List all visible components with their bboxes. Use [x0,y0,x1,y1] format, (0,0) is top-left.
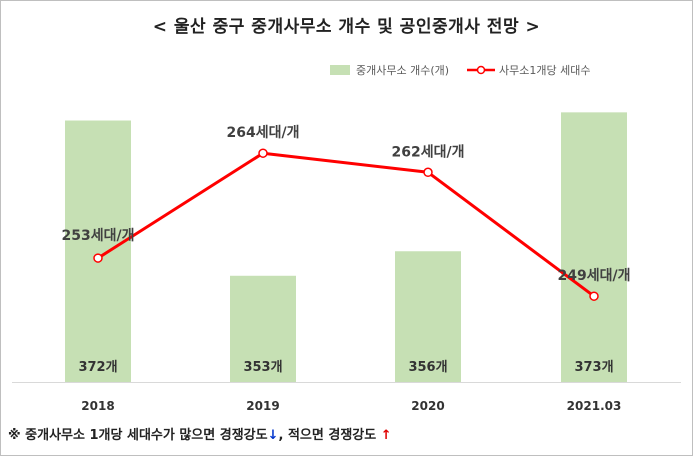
legend-item-bar: 중개사무소 개수(개) [330,62,449,78]
legend-bar-label: 중개사무소 개수(개) [356,64,450,77]
line-label-2020: 262세대/개 [392,144,465,160]
bar-label-2021.03: 373개 [574,360,613,375]
footnote: ※ 중개사무소 1개당 세대수가 많으면 경쟁강도↓, 적으면 경쟁강도 ↑ [8,424,392,443]
bar-2018 [65,120,131,382]
x-tick-label-2021.03: 2021.03 [567,399,622,413]
line-series [97,151,595,298]
legend-line-swatch [467,65,496,75]
legend-bar-swatch [330,65,350,75]
line-point-2018 [93,253,103,263]
bar-label-2019: 353개 [243,360,282,375]
line-point-2019 [258,148,268,158]
x-tick-label-2019: 2019 [246,399,279,413]
bar-2021.03 [561,112,627,382]
line-point-2021.03 [589,291,599,301]
chart-title: < 울산 중구 중개사무소 개수 및 공인중개사 전망 > [152,17,541,37]
arrow-down-icon: ↓ [267,428,279,443]
x-tick-label-2020: 2020 [411,399,444,413]
line-point-2020 [423,167,433,178]
bar-label-2018: 372개 [78,360,117,375]
legend-item-line: 사무소1개당 세대수 [467,62,591,78]
bar-2020 [395,251,461,382]
bar-2019 [230,275,296,382]
legend: 중개사무소 개수(개) 사무소1개당 세대수 [330,62,609,78]
line-label-2019: 264세대/개 [227,125,300,141]
footnote-text-before: ※ 중개사무소 1개당 세대수가 많으면 경쟁강도 [8,428,268,443]
footnote-text-middle: , 적으면 경쟁강도 [278,428,381,443]
legend-line-label: 사무소1개당 세대수 [499,64,591,77]
bar-label-2020: 356개 [408,360,447,375]
x-tick-label-2018: 2018 [81,399,114,413]
line-label-2021.03: 249세대/개 [558,268,631,284]
arrow-up-icon: ↑ [380,428,392,443]
line-label-2018: 253세대/개 [62,228,135,244]
